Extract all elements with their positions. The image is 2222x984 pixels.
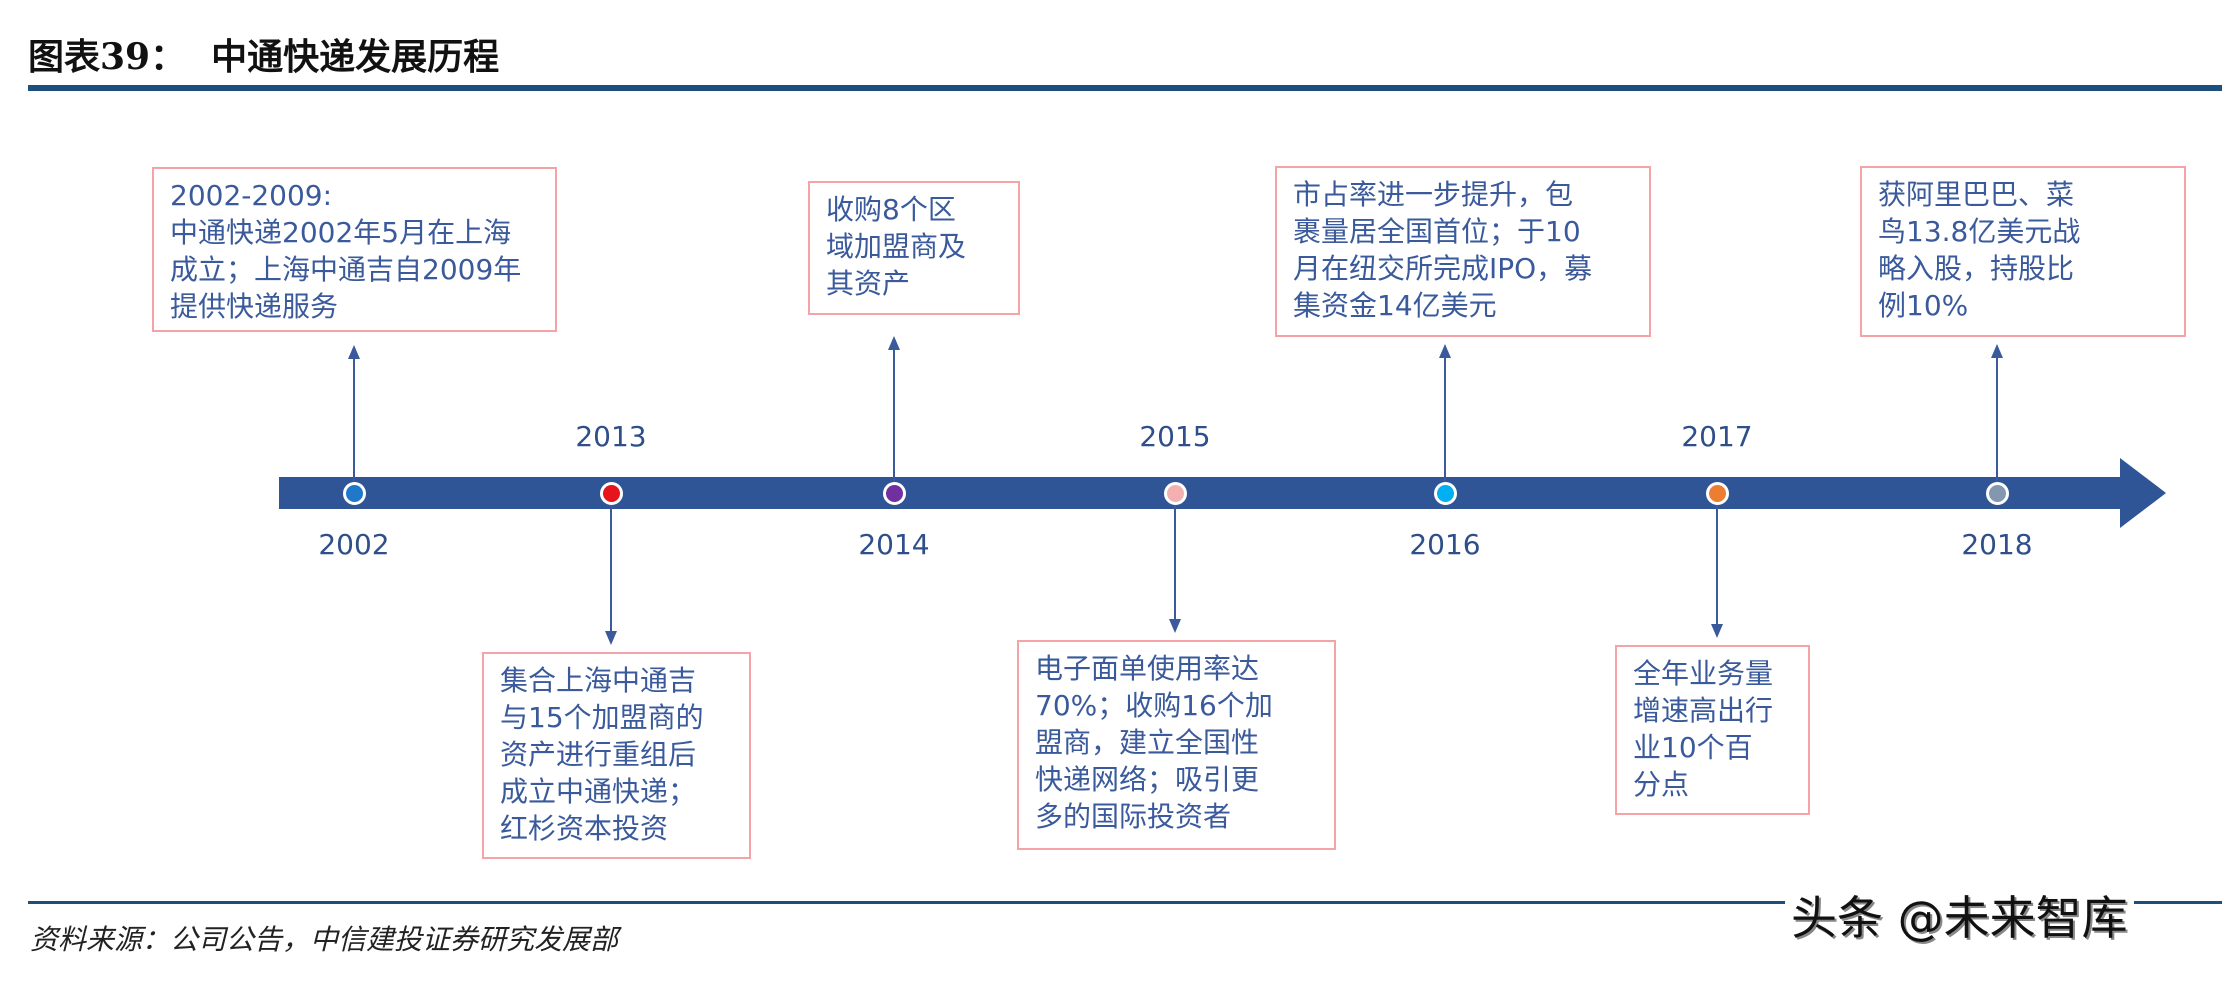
milestone-box: 2002-2009: 中通快递2002年5月在上海 成立；上海中通吉自2009年 提供… xyxy=(152,167,557,332)
watermark: 头条 @未来智库 xyxy=(1785,882,2134,948)
year-label: 2017 xyxy=(1681,420,1753,453)
milestone-text-line: 裹量居全国首位；于10 xyxy=(1293,215,1581,248)
connector-line xyxy=(1716,505,1718,626)
milestone-text-line: 多的国际投资者 xyxy=(1035,800,1232,833)
timeline-dot xyxy=(883,482,906,505)
milestone-text-line: 2002-2009: xyxy=(170,179,333,212)
year-label: 2016 xyxy=(1409,528,1481,561)
connector-line xyxy=(353,357,355,482)
milestone-text-line: 成立；上海中通吉自2009年 xyxy=(170,253,522,286)
arrow-up-icon xyxy=(1439,344,1451,358)
milestone-text-line: 略入股，持股比 xyxy=(1878,252,2075,285)
timeline-arrow-icon xyxy=(2120,458,2166,528)
timeline-dot xyxy=(600,482,623,505)
milestone-text-line: 月在纽交所完成IPO，募 xyxy=(1293,252,1593,285)
arrow-up-icon xyxy=(348,345,360,359)
arrow-down-icon xyxy=(1711,624,1723,638)
source-note: 资料来源：公司公告，中信建投证券研究发展部 xyxy=(30,923,619,956)
timeline-dot xyxy=(1434,482,1457,505)
milestone-text-line: 成立中通快递； xyxy=(500,775,697,808)
milestone-text-line: 提供快递服务 xyxy=(170,290,339,323)
milestone-text-line: 域加盟商及 xyxy=(826,230,967,263)
milestone-text-line: 中通快递2002年5月在上海 xyxy=(170,216,512,249)
arrow-down-icon xyxy=(1169,619,1181,633)
milestone-box: 获阿里巴巴、菜 鸟13.8亿美元战 略入股，持股比 例10% xyxy=(1860,166,2186,337)
figure-title: 图表39： 中通快递发展历程 xyxy=(28,36,500,78)
milestone-box: 收购8个区域加盟商及其资产 xyxy=(808,181,1020,315)
timeline-dot xyxy=(1986,482,2009,505)
timeline-bar xyxy=(279,477,2129,509)
year-label: 2014 xyxy=(858,528,930,561)
milestone-box: 全年业务量增速高出行业10个百分点 xyxy=(1615,645,1810,815)
arrow-up-icon xyxy=(1991,344,2003,358)
header-rule xyxy=(28,85,2222,91)
year-label: 2013 xyxy=(575,420,647,453)
milestone-text-line: 获阿里巴巴、菜 xyxy=(1878,178,2075,211)
milestone-text-line: 市占率进一步提升，包 xyxy=(1293,178,1574,211)
year-label: 2002 xyxy=(318,528,390,561)
milestone-text-line: 集合上海中通吉 xyxy=(500,664,697,697)
milestone-text-line: 资产进行重组后 xyxy=(500,738,697,771)
footer-rule xyxy=(28,901,2222,904)
milestone-text-line: 盟商，建立全国性 xyxy=(1035,726,1260,759)
milestone-text-line: 与15个加盟商的 xyxy=(500,701,704,734)
milestone-text-line: 全年业务量 xyxy=(1633,657,1774,690)
milestone-box: 集合上海中通吉 与15个加盟商的 资产进行重组后 成立中通快递； 红杉资本投资 xyxy=(482,652,751,859)
connector-line xyxy=(610,505,612,633)
milestone-text-line: 快递网络；吸引更 xyxy=(1035,763,1260,796)
arrow-up-icon xyxy=(888,336,900,350)
connector-line xyxy=(1444,356,1446,482)
milestone-text-line: 鸟13.8亿美元战 xyxy=(1878,215,2081,248)
milestone-box: 电子面单使用率达 70%；收购16个加 盟商，建立全国性 快递网络；吸引更 多的国际投资… xyxy=(1017,640,1336,850)
timeline-dot xyxy=(1706,482,1729,505)
milestone-text-line: 70%；收购16个加 xyxy=(1035,689,1273,722)
milestone-text-line: 例10% xyxy=(1878,289,1969,322)
connector-line xyxy=(893,348,895,482)
milestone-text-line: 分点 xyxy=(1633,768,1690,801)
milestone-text-line: 集资金14亿美元 xyxy=(1293,289,1497,322)
timeline-dot xyxy=(343,482,366,505)
milestone-text-line: 电子面单使用率达 xyxy=(1035,652,1260,685)
arrow-down-icon xyxy=(605,631,617,645)
year-label: 2015 xyxy=(1139,420,1211,453)
connector-line xyxy=(1174,505,1176,621)
milestone-text-line: 增速高出行 xyxy=(1633,694,1774,727)
milestone-text-line: 其资产 xyxy=(826,267,911,300)
timeline-dot xyxy=(1164,482,1187,505)
milestone-text-line: 业10个百 xyxy=(1633,731,1753,764)
milestone-text-line: 红杉资本投资 xyxy=(500,812,669,845)
milestone-text-line: 收购8个区 xyxy=(826,193,956,226)
connector-line xyxy=(1996,356,1998,482)
milestone-box: 市占率进一步提升，包 裹量居全国首位；于10 月在纽交所完成IPO，募 集资金14亿美… xyxy=(1275,166,1651,337)
year-label: 2018 xyxy=(1961,528,2033,561)
